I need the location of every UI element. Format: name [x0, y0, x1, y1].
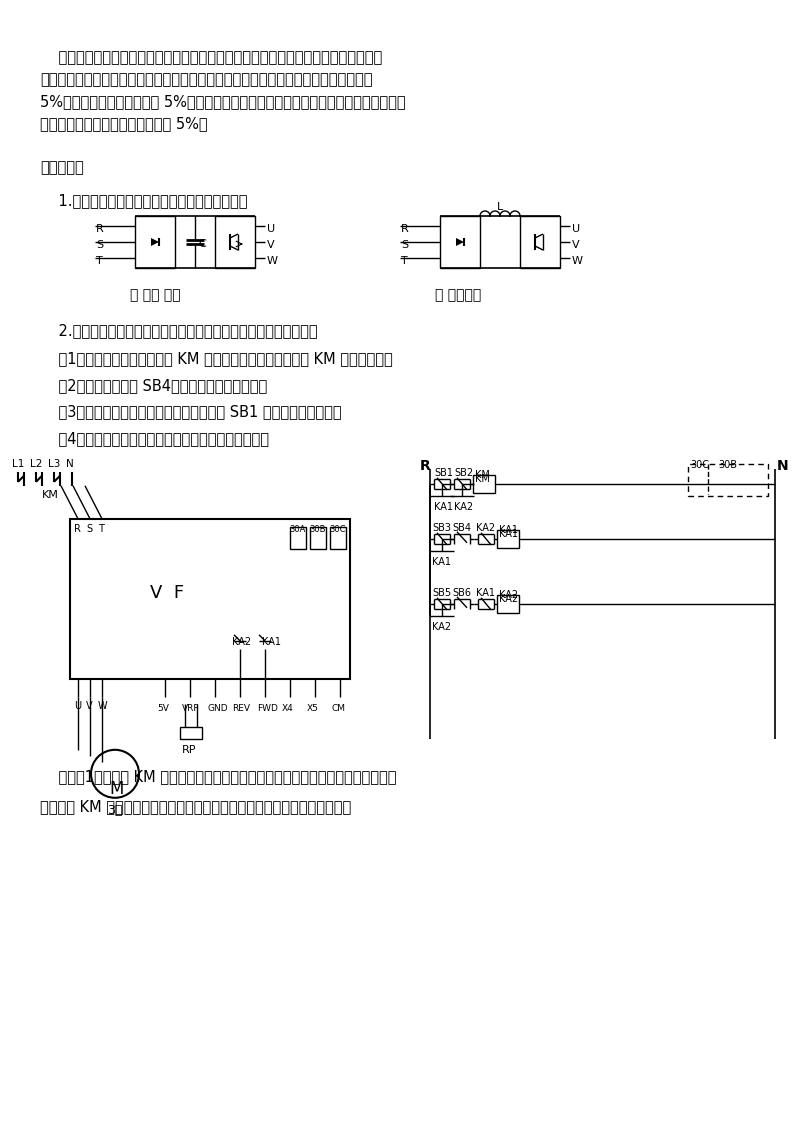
Text: L: L — [497, 201, 503, 212]
Text: 五、综合题: 五、综合题 — [40, 160, 84, 175]
Text: N: N — [777, 458, 789, 473]
Text: （4）说明让电动机正转运行的起动与停止操作过程。: （4）说明让电动机正转运行的起动与停止操作过程。 — [40, 431, 269, 446]
Text: W: W — [267, 256, 278, 266]
Text: R: R — [74, 524, 81, 534]
Bar — [330, 526, 346, 549]
Text: 答：（1）接触器 KM 用于交流电源与变频器的通断控制，而且正转与反转运行只有: 答：（1）接触器 KM 用于交流电源与变频器的通断控制，而且正转与反转运行只有 — [40, 769, 397, 783]
Bar — [290, 526, 306, 549]
Text: KA1: KA1 — [262, 637, 281, 646]
Text: SB3: SB3 — [432, 523, 451, 533]
Text: L2: L2 — [30, 458, 42, 469]
Text: （ 电压 ）型: （ 电压 ）型 — [130, 288, 181, 302]
Text: W: W — [572, 256, 583, 266]
Text: T: T — [401, 256, 408, 266]
Polygon shape — [456, 238, 464, 246]
Text: REV: REV — [232, 704, 250, 713]
Text: 30B: 30B — [718, 460, 737, 470]
Text: W: W — [98, 701, 108, 711]
Text: SB6: SB6 — [452, 588, 471, 598]
Bar — [473, 474, 495, 492]
Text: KA2: KA2 — [499, 590, 518, 600]
Text: KA2: KA2 — [232, 637, 251, 646]
Bar — [180, 727, 202, 739]
Text: KM: KM — [475, 474, 490, 483]
Text: KA2: KA2 — [476, 523, 495, 533]
Text: R: R — [401, 224, 409, 234]
Text: （2）直接按下按钮 SB4，电动机能正转起动吗？: （2）直接按下按钮 SB4，电动机能正转起动吗？ — [40, 378, 267, 393]
Text: KA1: KA1 — [476, 588, 495, 598]
Text: 5V: 5V — [157, 704, 169, 713]
Text: R: R — [420, 458, 430, 473]
Text: 在接触器 KM 已经动作、变频器已经通电的状态下才能进行，从而保证安全。: 在接触器 KM 已经动作、变频器已经通电的状态下才能进行，从而保证安全。 — [40, 799, 351, 815]
Text: V: V — [572, 240, 580, 250]
Text: 电压电流波形发生畸变，作为对低压配电线路谐波的管理标准，电压的综合畸变率应在: 电压电流波形发生畸变，作为对低压配电线路谐波的管理标准，电压的综合畸变率应在 — [40, 72, 373, 87]
Text: KA1: KA1 — [434, 501, 453, 512]
Text: KM: KM — [42, 490, 59, 500]
Bar — [497, 530, 519, 548]
Text: （1）说明变频器通过接触器 KM 与交流电源相连接，接触器 KM 起什么作用？: （1）说明变频器通过接触器 KM 与交流电源相连接，接触器 KM 起什么作用？ — [40, 352, 393, 367]
Bar — [215, 216, 255, 268]
Text: （3）电动机正转或反转运行时，按下按钮 SB1 可以停下电动机吗？: （3）电动机正转或反转运行时，按下按钮 SB1 可以停下电动机吗？ — [40, 404, 342, 419]
Text: X5: X5 — [307, 704, 319, 713]
Text: KA2: KA2 — [454, 501, 473, 512]
Text: V: V — [86, 701, 93, 711]
Text: M: M — [109, 780, 123, 798]
Text: KM: KM — [475, 470, 490, 480]
Text: 1.在下图中标出变频器属于电压型或是电流型。: 1.在下图中标出变频器属于电压型或是电流型。 — [40, 192, 247, 208]
Bar — [70, 518, 350, 679]
Text: KA1: KA1 — [432, 557, 451, 567]
Bar — [440, 216, 480, 268]
Bar — [520, 216, 560, 268]
Text: KA1: KA1 — [499, 525, 518, 534]
Bar — [497, 594, 519, 612]
Text: S: S — [96, 240, 103, 250]
Text: CM: CM — [332, 704, 346, 713]
Text: V: V — [267, 240, 274, 250]
Text: 波电流，使受电点电压畸变率小于 5%。: 波电流，使受电点电压畸变率小于 5%。 — [40, 115, 208, 131]
Text: U: U — [572, 224, 580, 234]
Bar — [310, 526, 326, 549]
Text: KA2: KA2 — [432, 621, 451, 632]
Text: V  F: V F — [150, 584, 184, 602]
Text: VRF: VRF — [182, 704, 199, 713]
Text: FWD: FWD — [257, 704, 278, 713]
Text: C: C — [198, 239, 206, 249]
Text: 5%以下。若电压畸变率高于 5%，可以用接入交流电抗器或直流电抗器的方法抑制高次谐: 5%以下。若电压畸变率高于 5%，可以用接入交流电抗器或直流电抗器的方法抑制高次… — [40, 94, 406, 109]
Text: SB2: SB2 — [454, 468, 473, 478]
Text: SB1: SB1 — [434, 468, 453, 478]
Text: 30C: 30C — [690, 460, 709, 470]
Text: T: T — [96, 256, 102, 266]
Text: SB5: SB5 — [432, 588, 451, 598]
Text: KA2: KA2 — [499, 594, 518, 603]
Text: S: S — [401, 240, 408, 250]
Text: R: R — [96, 224, 104, 234]
Text: 3～: 3～ — [107, 804, 122, 817]
Polygon shape — [151, 238, 159, 246]
Text: （ 电流）型: （ 电流）型 — [435, 288, 482, 302]
Text: 30B: 30B — [309, 525, 326, 534]
Text: 30C: 30C — [329, 525, 346, 534]
Text: 30A: 30A — [289, 525, 306, 534]
Bar — [688, 464, 768, 496]
Text: GND: GND — [207, 704, 228, 713]
Text: KA1: KA1 — [499, 529, 518, 539]
Text: S: S — [86, 524, 92, 534]
Text: 答：变频器的整流电路和逆变电路都是由非线性器件组成，其电路结构会导致电网的: 答：变频器的整流电路和逆变电路都是由非线性器件组成，其电路结构会导致电网的 — [40, 50, 382, 65]
Text: L3: L3 — [48, 458, 60, 469]
Text: RP: RP — [182, 745, 197, 755]
Text: U: U — [74, 701, 81, 711]
Text: T: T — [98, 524, 104, 534]
Text: L1: L1 — [12, 458, 24, 469]
Text: SB4: SB4 — [452, 523, 471, 533]
Text: U: U — [267, 224, 275, 234]
Text: N: N — [66, 458, 74, 469]
Text: 2.下图为变频器控制电动机正反转电路原理图，请回答以下问题。: 2.下图为变频器控制电动机正反转电路原理图，请回答以下问题。 — [40, 323, 318, 338]
Text: X4: X4 — [282, 704, 294, 713]
Bar — [135, 216, 175, 268]
